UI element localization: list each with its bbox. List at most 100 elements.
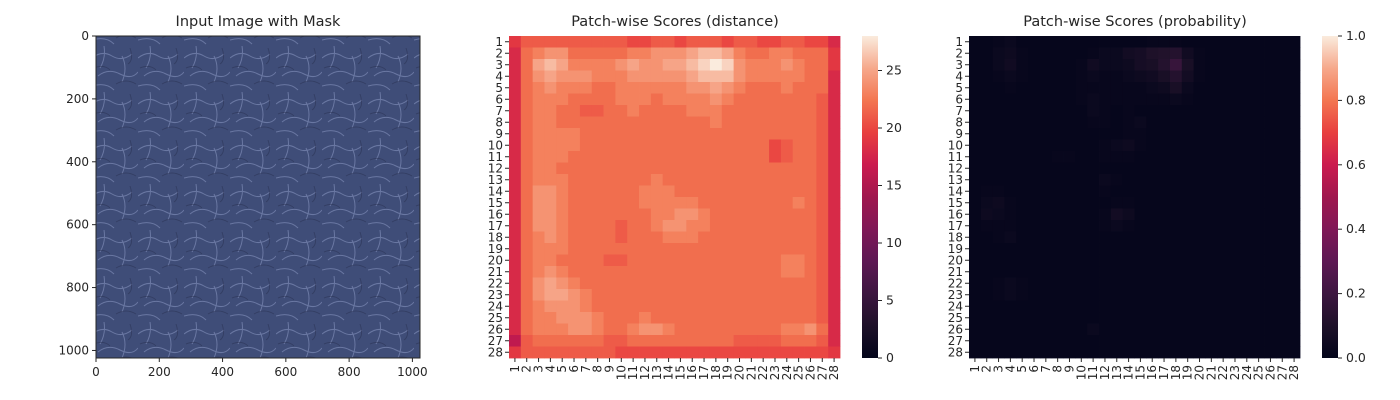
- heatmap-cell: [1134, 105, 1147, 117]
- heatmap-cell: [1169, 82, 1183, 94]
- y-tick-label: 800: [66, 281, 89, 295]
- heatmap-cell: [1158, 105, 1171, 117]
- heatmap-cell: [674, 231, 687, 244]
- heatmap-cell: [591, 70, 604, 83]
- heatmap-cell: [769, 47, 782, 60]
- heatmap-cell: [1075, 323, 1088, 336]
- heatmap-cell: [650, 36, 664, 48]
- colorbar-tick-label: 5: [886, 293, 894, 308]
- heatmap-cell: [1264, 312, 1277, 324]
- heatmap-cell: [1063, 289, 1076, 301]
- colorbar-tick-label: 25: [886, 63, 902, 78]
- heatmap-cell: [816, 151, 829, 163]
- heatmap-cell: [980, 185, 994, 198]
- heatmap-cell: [1075, 47, 1088, 60]
- heatmap-cell: [1169, 335, 1183, 347]
- heatmap-cell: [698, 300, 711, 313]
- heatmap-cell: [1028, 208, 1041, 221]
- heatmap-cell: [674, 139, 687, 152]
- y-tick-label: 7: [955, 104, 963, 118]
- heatmap-cell: [969, 300, 982, 313]
- heatmap-cell: [792, 254, 805, 267]
- heatmap-cell: [603, 266, 616, 278]
- heatmap-cell: [603, 116, 616, 129]
- heatmap-cell: [1158, 36, 1171, 48]
- heatmap-cell: [568, 243, 581, 255]
- heatmap-cell: [1039, 185, 1053, 198]
- heatmap-cell: [969, 36, 982, 48]
- heatmap-cell: [627, 208, 640, 221]
- heatmap-cell: [662, 151, 675, 163]
- heatmap-cell: [686, 105, 699, 117]
- heatmap-cell: [804, 116, 817, 129]
- heatmap-cell: [733, 289, 746, 301]
- y-tick-label: 8: [955, 115, 963, 129]
- y-tick-label: 28: [488, 345, 503, 359]
- x-tick-label: 6: [1027, 365, 1041, 373]
- heatmap-cell: [1004, 59, 1017, 71]
- heatmap-cell: [1288, 323, 1301, 336]
- heatmap-cell: [769, 151, 782, 163]
- heatmap-cell: [1110, 174, 1124, 186]
- heatmap-cell: [603, 254, 616, 267]
- heatmap-cell: [603, 243, 616, 255]
- heatmap-cell: [1288, 289, 1301, 301]
- heatmap-cell: [1028, 197, 1041, 209]
- heatmap-cell: [1252, 36, 1265, 48]
- heatmap-cell: [1276, 162, 1289, 175]
- heatmap-cell: [1252, 162, 1265, 175]
- heatmap-cell: [1217, 208, 1230, 221]
- heatmap-cell: [615, 116, 628, 129]
- heatmap-cell: [1134, 254, 1147, 267]
- heatmap-cell: [1158, 174, 1171, 186]
- heatmap-cell: [828, 312, 841, 324]
- heatmap-cell: [1264, 185, 1277, 198]
- heatmap-cell: [1288, 312, 1301, 324]
- heatmap-cell: [980, 335, 994, 347]
- heatmap-cell: [650, 208, 664, 221]
- y-tick-label: 13: [948, 173, 963, 187]
- heatmap-cell: [816, 323, 829, 336]
- heatmap-cell: [1016, 312, 1029, 324]
- heatmap-cell: [780, 59, 794, 71]
- heatmap-cell: [674, 116, 687, 129]
- heatmap-cell: [792, 197, 805, 209]
- heatmap-cell: [792, 116, 805, 129]
- heatmap-cell: [780, 93, 794, 106]
- heatmap-cell: [1122, 197, 1135, 209]
- heatmap-cell: [532, 335, 545, 347]
- x-tick-label: 16: [1145, 365, 1159, 380]
- heatmap-cell: [709, 243, 723, 255]
- heatmap-cell: [1276, 231, 1289, 244]
- heatmap-cell: [828, 47, 841, 60]
- heatmap-cell: [1158, 346, 1171, 359]
- heatmap-cell: [1217, 231, 1230, 244]
- x-tick-label: 11: [1086, 365, 1100, 380]
- heatmap-cell: [1016, 36, 1029, 48]
- x-tick-label: 13: [650, 365, 664, 380]
- heatmap-cell: [1051, 47, 1064, 60]
- heatmap-cell: [1134, 93, 1147, 106]
- heatmap-cell: [662, 254, 675, 267]
- heatmap-cell: [780, 47, 794, 60]
- heatmap-cell: [1288, 139, 1301, 152]
- heatmap-cell: [980, 243, 994, 255]
- heatmap-cell: [650, 231, 664, 244]
- heatmap-cell: [816, 59, 829, 71]
- heatmap-cell: [1051, 346, 1064, 359]
- y-tick-label: 1: [495, 35, 503, 49]
- heatmap-cell: [1075, 231, 1088, 244]
- heatmap-cell: [745, 254, 758, 267]
- heatmap-cell: [992, 254, 1005, 267]
- heatmap-cell: [1075, 59, 1088, 71]
- heatmap-cell: [804, 254, 817, 267]
- heatmap-cell: [532, 174, 545, 186]
- heatmap-cell: [804, 335, 817, 347]
- heatmap-cell: [792, 47, 805, 60]
- heatmap-cell: [1087, 312, 1100, 324]
- heatmap-cell: [639, 197, 652, 209]
- heatmap-cell: [1099, 47, 1112, 60]
- heatmap-cell: [745, 174, 758, 186]
- heatmap-cell: [686, 289, 699, 301]
- heatmap-cell: [980, 128, 994, 140]
